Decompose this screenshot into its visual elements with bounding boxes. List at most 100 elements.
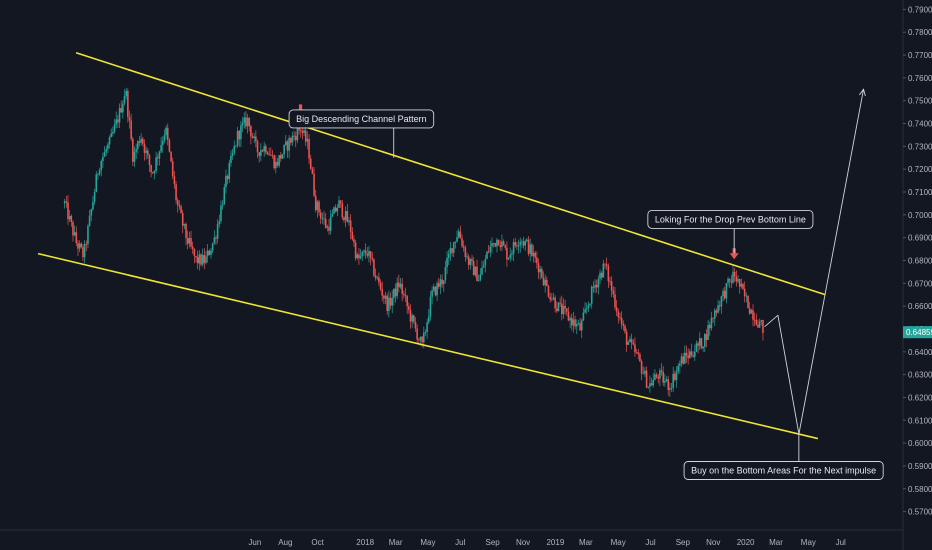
candle-up (456, 237, 458, 242)
candle-up (321, 218, 324, 220)
candle-up (452, 242, 455, 253)
candle-down (148, 154, 151, 165)
candle-down (471, 259, 473, 262)
candle-down (374, 275, 377, 278)
candle-down (176, 200, 179, 206)
candle-down (752, 310, 754, 320)
candle-up (63, 201, 66, 204)
time-tick-label: May (801, 538, 816, 547)
candle-up (725, 283, 728, 299)
callout-2[interactable]: Loking For the Drop Prev Bottom Line (647, 209, 814, 254)
candle-up (551, 299, 553, 300)
candle-down (72, 222, 74, 236)
candle-up (393, 288, 395, 299)
candle-up (140, 138, 142, 143)
candle-down (595, 284, 598, 288)
candle-down (612, 290, 615, 295)
projection-path[interactable] (764, 89, 864, 435)
candle-down (147, 150, 149, 155)
candle-down (437, 283, 440, 287)
time-tick-label: Jul (455, 538, 465, 547)
candle-up (585, 308, 588, 310)
candle-up (740, 283, 743, 287)
candle-down (634, 344, 636, 353)
candle-up (368, 251, 370, 256)
candle-down (730, 280, 733, 283)
candle-down (635, 352, 638, 353)
candle-up (235, 145, 237, 147)
last-price-tag[interactable]: 0.64859 (903, 326, 932, 339)
candle-down (138, 141, 141, 143)
candle-down (142, 138, 144, 144)
candle-down (289, 137, 292, 143)
candle-up (664, 380, 666, 383)
candle-up (507, 257, 510, 260)
candle-up (188, 238, 191, 244)
candle-up (489, 246, 492, 252)
candle-down (178, 205, 181, 207)
candle-up (211, 243, 214, 251)
candle-down (514, 242, 517, 246)
candle-down (334, 207, 337, 212)
candle-up (92, 201, 94, 210)
candle-up (649, 383, 651, 387)
projection-layer (764, 88, 866, 435)
candle-down (610, 281, 613, 291)
candle-up (532, 252, 535, 256)
candle-up (629, 338, 631, 343)
candle-up (220, 205, 222, 222)
candle-down (379, 282, 382, 290)
time-tick-label: Sep (486, 538, 501, 547)
candle-up (469, 259, 472, 265)
candle-up (391, 298, 394, 306)
time-axis[interactable]: Jun Aug Oct 2018 Mar May Jul Sep Nov 2019 Mar May Ju… (0, 529, 903, 547)
channel-upper-line[interactable] (75, 52, 826, 296)
candle-down (346, 211, 349, 223)
candle-down (600, 272, 603, 278)
candle-down (418, 339, 420, 341)
candle-up (694, 351, 696, 357)
candle-up (512, 242, 515, 254)
candle-down (80, 243, 83, 248)
candle-up (539, 269, 541, 273)
time-tick-label: Oct (311, 538, 324, 547)
candle-down (130, 120, 132, 139)
candle-down (697, 343, 699, 346)
candle-up (108, 137, 111, 145)
candle-up (218, 221, 221, 225)
candle-up (526, 239, 528, 241)
candle-down (173, 176, 176, 185)
candle-up (336, 207, 339, 212)
candle-down (607, 266, 610, 282)
candle-up (93, 192, 96, 202)
candle-down (353, 239, 355, 243)
candle-down (762, 320, 764, 334)
candle-down (674, 373, 676, 380)
candle-down (748, 308, 751, 314)
candle-down (401, 283, 403, 294)
candle-up (477, 280, 480, 282)
candle-up (698, 338, 701, 346)
candle-down (421, 336, 423, 343)
candle-down (168, 140, 171, 152)
candle-up (431, 290, 433, 297)
candle-down (200, 254, 202, 265)
candle-down (366, 253, 369, 256)
callout-3[interactable]: Buy on the Bottom Areas For the Next imp… (683, 433, 884, 480)
candle-up (732, 271, 734, 283)
candle-up (236, 130, 239, 146)
callout-1[interactable]: Big Descending Channel Pattern (288, 109, 435, 158)
candle-down (615, 307, 618, 312)
candle-down (487, 251, 490, 253)
candle-down (128, 116, 131, 121)
candle-up (572, 319, 575, 326)
channel-lower-line[interactable] (37, 252, 819, 440)
candle-down (464, 247, 467, 258)
candle-up (589, 303, 591, 306)
candle-down (250, 126, 252, 137)
